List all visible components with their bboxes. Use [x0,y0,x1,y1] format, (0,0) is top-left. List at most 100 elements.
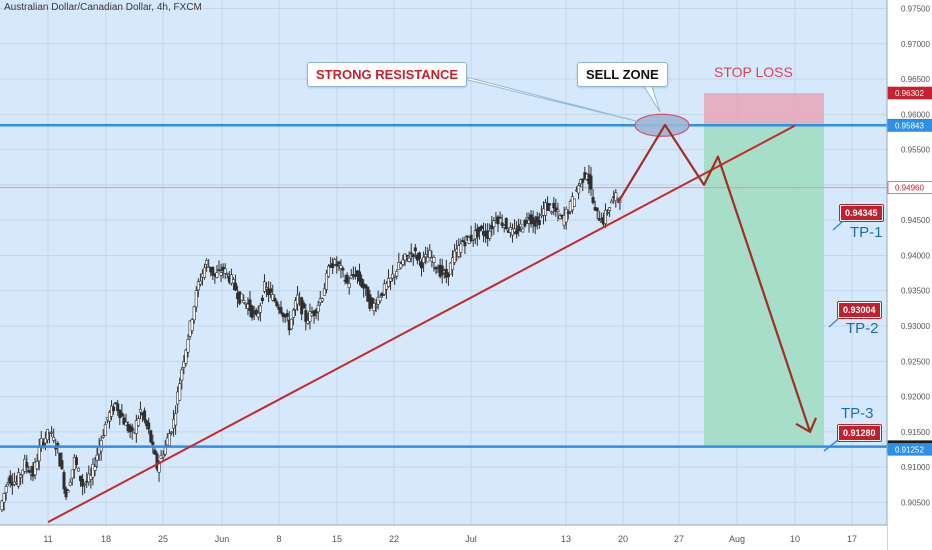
candle [304,310,308,322]
candle [566,211,570,214]
candle [411,254,415,258]
price-tick-label: 0.91500 [901,428,930,437]
candle [422,256,426,264]
time-tick-label: 15 [332,534,342,544]
candle [122,417,126,425]
candle [167,433,171,446]
tp2-price-badge[interactable]: 0.93004 [838,302,881,318]
candle [116,403,120,412]
candle [475,228,479,238]
time-tick-label: Jun [215,534,230,544]
sell-zone-callout[interactable]: SELL ZONE [577,62,668,87]
price-tick-label: 0.90500 [901,498,930,507]
candle [490,224,494,230]
candle [335,263,339,267]
candle [110,405,114,417]
candle [577,185,581,194]
candle [19,474,23,478]
candle [74,457,78,465]
candle [66,490,70,493]
candle [614,192,618,202]
tp3-price-badge[interactable]: 0.91280 [838,425,881,441]
symbol-title: Australian Dollar/Canadian Dollar, 4h, F… [4,2,202,13]
candle [151,441,155,446]
candle [603,210,607,224]
candle [41,441,45,446]
candle [519,223,523,228]
candle [205,260,209,265]
candle [155,453,159,470]
candle [515,230,519,235]
candle [114,402,118,405]
candle [271,294,275,301]
time-tick-label: 11 [43,534,52,544]
candle [550,211,554,214]
candle [360,278,364,287]
time-tick-label: 13 [561,534,571,544]
candle [4,486,8,493]
candle [248,299,252,311]
candle [174,413,178,426]
candle [523,219,527,227]
candle [178,383,182,401]
candle [378,296,382,302]
candle [558,215,562,219]
candle [81,478,85,487]
tp2-label: TP-2 [846,320,879,337]
tp-pointer [823,439,839,452]
projected-path-arrowhead [795,417,818,434]
candle [196,281,200,291]
candle [217,269,221,271]
price-tick-label: 0.94000 [901,251,930,260]
candle [405,254,409,257]
candle [556,209,560,212]
candle [120,412,124,417]
candle [446,272,450,277]
candle [461,240,465,243]
candle [386,277,390,287]
strong-resistance-callout[interactable]: STRONG RESISTANCE [307,62,468,87]
candle [103,424,107,436]
candle [521,228,525,233]
candle [60,460,64,469]
candle [138,409,142,413]
candle [182,361,186,368]
candle [107,412,111,422]
candle [432,256,436,263]
candle [83,483,87,486]
time-tick-label: 10 [790,534,800,544]
candle [17,472,21,487]
tp1-label: TP-1 [850,224,883,241]
candle [211,266,215,276]
candle [471,239,475,241]
candle [302,302,306,309]
candle [190,319,194,332]
candle [409,252,413,255]
candle [215,272,219,278]
candle [463,241,467,247]
candle [500,222,504,226]
candle [130,427,134,431]
candle [320,298,324,302]
candle [256,313,260,318]
candle [273,297,277,302]
candle [488,230,492,239]
candle [469,234,473,241]
candle [203,267,207,278]
price-marker-label: 0.91252 [895,445,924,454]
candle [477,226,481,232]
candle [341,268,345,271]
tp1-price-badge[interactable]: 0.94345 [840,205,883,221]
candle [184,349,188,364]
candle [0,500,4,510]
candle [537,220,541,226]
candle [143,410,147,421]
candle [269,288,273,293]
price-tick-label: 0.96000 [901,110,930,119]
candle [479,225,483,230]
candle [370,297,374,306]
candle [492,220,496,227]
projected-price-path [617,123,812,433]
candle [399,263,403,269]
